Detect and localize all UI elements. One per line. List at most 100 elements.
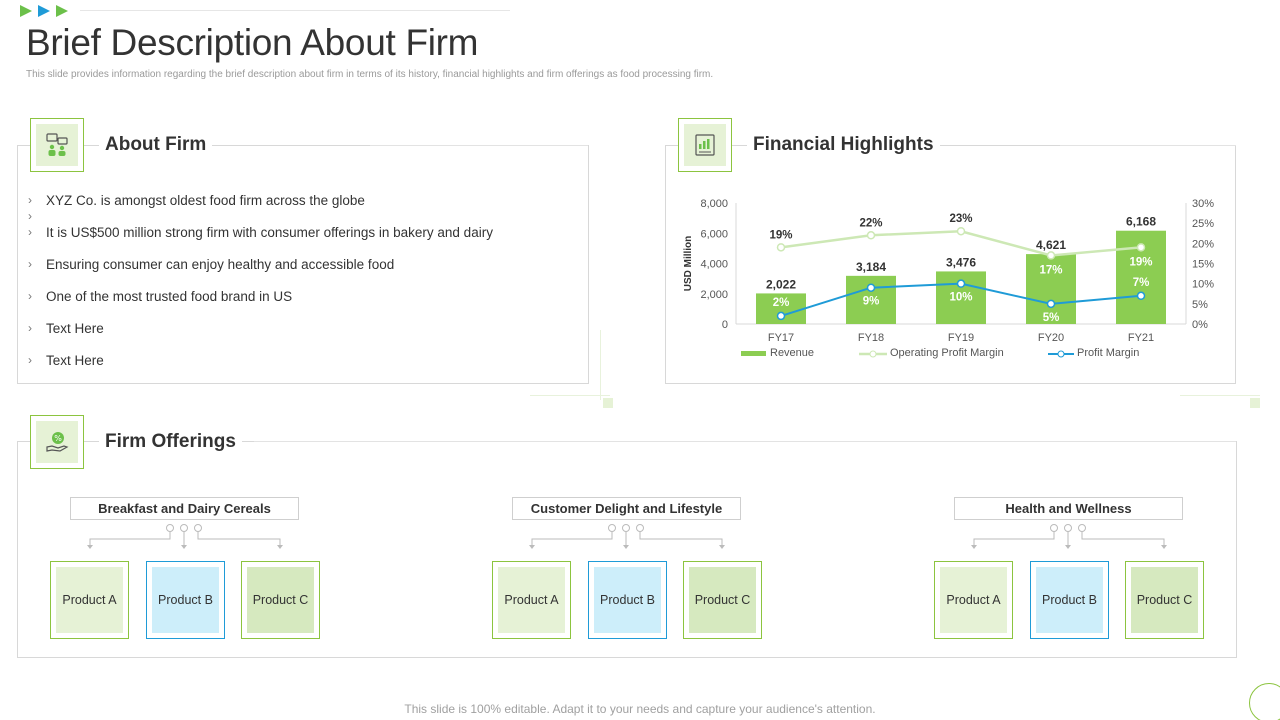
decorative-line <box>530 395 610 396</box>
revenue-value-label: 4,621 <box>1036 238 1066 252</box>
category-box: Customer Delight and Lifestyle <box>512 497 741 520</box>
y2-tick-label: 10% <box>1192 279 1214 291</box>
financial-report-icon <box>695 134 715 156</box>
revenue-bar <box>1026 254 1076 324</box>
chevron-right-icon: › <box>28 321 32 335</box>
operating-margin-label: 23% <box>949 213 972 225</box>
x-tick-label: FY18 <box>858 332 884 344</box>
offerings-icon-box: % <box>30 415 84 469</box>
product-label: Product C <box>1131 567 1198 633</box>
legend-marker <box>869 350 877 358</box>
chevron-right-icon: › <box>28 289 32 303</box>
profit-margin-label: 2% <box>773 297 790 309</box>
chevron-right-icon: › <box>28 257 32 271</box>
operating-margin-point <box>866 231 876 240</box>
decorative-line <box>600 330 601 400</box>
operating-margin-point <box>956 226 966 236</box>
product-card: Product C <box>683 561 762 639</box>
list-item: › XYZ Co. is amongst oldest food firm acr… <box>28 192 493 208</box>
y-tick-label: 2,000 <box>700 289 728 301</box>
y2-tick-label: 0% <box>1192 319 1208 331</box>
bullet-text: Text Here <box>46 352 104 368</box>
product-label: Product B <box>152 567 219 633</box>
chevron-right-icon: › <box>28 193 32 207</box>
chevron-right-icon: › <box>28 209 32 223</box>
y2-tick-label: 25% <box>1192 218 1214 230</box>
decorative-circle <box>1249 683 1280 720</box>
product-card: Product B <box>1030 561 1109 639</box>
profit-margin-label: 5% <box>1043 312 1060 324</box>
page-title: Brief Description About Firm <box>26 22 479 63</box>
bullet-text: Text Here <box>46 320 104 336</box>
about-firm-list: › XYZ Co. is amongst oldest food firm acr… <box>28 192 493 368</box>
product-card: Product A <box>50 561 129 639</box>
arrow-icon <box>56 5 68 17</box>
product-label: Product C <box>689 567 756 633</box>
about-firm-rule <box>370 145 588 146</box>
legend-label: Revenue <box>770 347 814 359</box>
bullet-text: It is US$500 million strong firm with co… <box>46 224 493 240</box>
operating-margin-label: 17% <box>1039 264 1062 276</box>
financial-heading: Financial Highlights <box>747 134 940 156</box>
revenue-value-label: 2,022 <box>766 277 796 291</box>
product-card: Product B <box>146 561 225 639</box>
list-item: › Text Here <box>28 352 493 368</box>
category-connector <box>529 524 725 549</box>
category-connector <box>87 524 283 549</box>
svg-text:%: % <box>54 434 62 443</box>
about-firm-icon-box <box>30 118 84 172</box>
operating-margin-label: 22% <box>859 217 882 229</box>
y-tick-label: 8,000 <box>700 198 728 210</box>
operating-margin-point <box>1136 243 1146 252</box>
list-item: › One of the most trusted food brand in U… <box>28 288 493 304</box>
offerings-heading: Firm Offerings <box>99 431 242 453</box>
x-tick-label: FY21 <box>1128 332 1154 344</box>
product-label: Product A <box>498 567 565 633</box>
category-connector <box>971 524 1167 549</box>
profit-margin-point <box>776 311 786 321</box>
about-firm-heading: About Firm <box>99 134 213 156</box>
decorative-square <box>603 398 613 408</box>
revenue-value-label: 3,184 <box>856 260 886 274</box>
profit-margin-point <box>866 283 876 292</box>
y-tick-label: 4,000 <box>700 259 728 271</box>
y2-tick-label: 20% <box>1192 238 1214 250</box>
revenue-value-label: 6,168 <box>1126 215 1156 229</box>
page-subtitle: This slide provides information regardin… <box>26 69 714 80</box>
product-label: Product B <box>1036 567 1103 633</box>
product-card: Product B <box>588 561 667 639</box>
operating-margin-label: 19% <box>769 229 792 241</box>
y2-tick-label: 15% <box>1192 259 1214 271</box>
top-divider <box>80 10 510 11</box>
x-tick-label: FY20 <box>1038 332 1064 344</box>
product-label: Product B <box>594 567 661 633</box>
y-tick-label: 6,000 <box>700 228 728 240</box>
profit-margin-label: 9% <box>863 296 880 308</box>
product-label: Product C <box>247 567 314 633</box>
revenue-value-label: 3,476 <box>946 255 976 269</box>
hand-percent-icon: % <box>46 432 69 452</box>
x-tick-label: FY17 <box>768 332 794 344</box>
about-firm-panel <box>17 145 589 384</box>
product-card: Product A <box>934 561 1013 639</box>
profit-margin-point <box>956 279 966 288</box>
operating-margin-point <box>776 243 786 252</box>
category-box: Health and Wellness <box>954 497 1183 520</box>
chevron-right-icon: › <box>28 353 32 367</box>
bullet-text: One of the most trusted food brand in US <box>46 288 293 304</box>
list-item: › It is US$500 million strong firm with c… <box>28 224 493 240</box>
category-box: Breakfast and Dairy Cereals <box>70 497 299 520</box>
x-tick-label: FY19 <box>948 332 974 344</box>
product-label: Product A <box>56 567 123 633</box>
bullet-text: Ensuring consumer can enjoy healthy and … <box>46 256 395 272</box>
decorative-line <box>1180 395 1260 396</box>
legend-label: Profit Margin <box>1077 347 1139 359</box>
legend-marker <box>1057 350 1065 358</box>
financial-icon-box <box>678 118 732 172</box>
footer-note: This slide is 100% editable. Adapt it to… <box>404 702 876 716</box>
product-card: Product C <box>241 561 320 639</box>
team-chat-icon <box>46 133 68 156</box>
list-item: › Text Here <box>28 320 493 336</box>
product-card: Product A <box>492 561 571 639</box>
y-axis-label: USD Million <box>683 236 694 292</box>
